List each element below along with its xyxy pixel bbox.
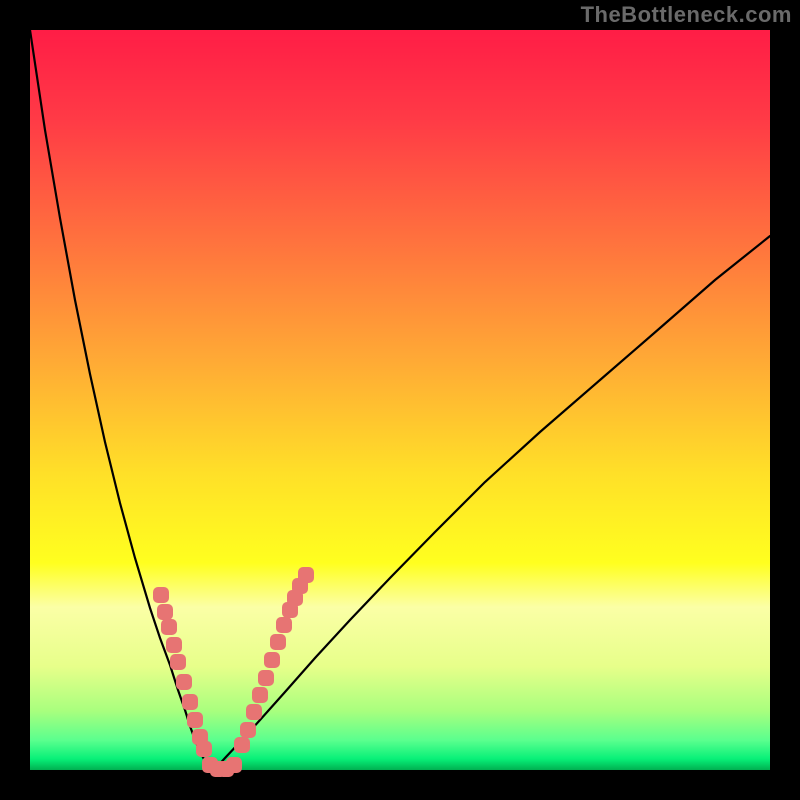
data-marker: [196, 741, 212, 757]
data-marker: [298, 567, 314, 583]
watermark-text: TheBottleneck.com: [581, 2, 792, 28]
data-marker: [252, 687, 268, 703]
data-marker: [270, 634, 286, 650]
data-marker: [170, 654, 186, 670]
data-marker: [276, 617, 292, 633]
data-marker: [161, 619, 177, 635]
data-marker: [240, 722, 256, 738]
data-marker: [157, 604, 173, 620]
data-marker: [153, 587, 169, 603]
data-marker: [234, 737, 250, 753]
data-marker: [176, 674, 192, 690]
data-marker: [264, 652, 280, 668]
data-marker: [226, 757, 242, 773]
data-marker: [258, 670, 274, 686]
chart-container: TheBottleneck.com: [0, 0, 800, 800]
chart-background: [30, 30, 770, 770]
data-marker: [246, 704, 262, 720]
data-marker: [187, 712, 203, 728]
data-marker: [182, 694, 198, 710]
data-marker: [166, 637, 182, 653]
